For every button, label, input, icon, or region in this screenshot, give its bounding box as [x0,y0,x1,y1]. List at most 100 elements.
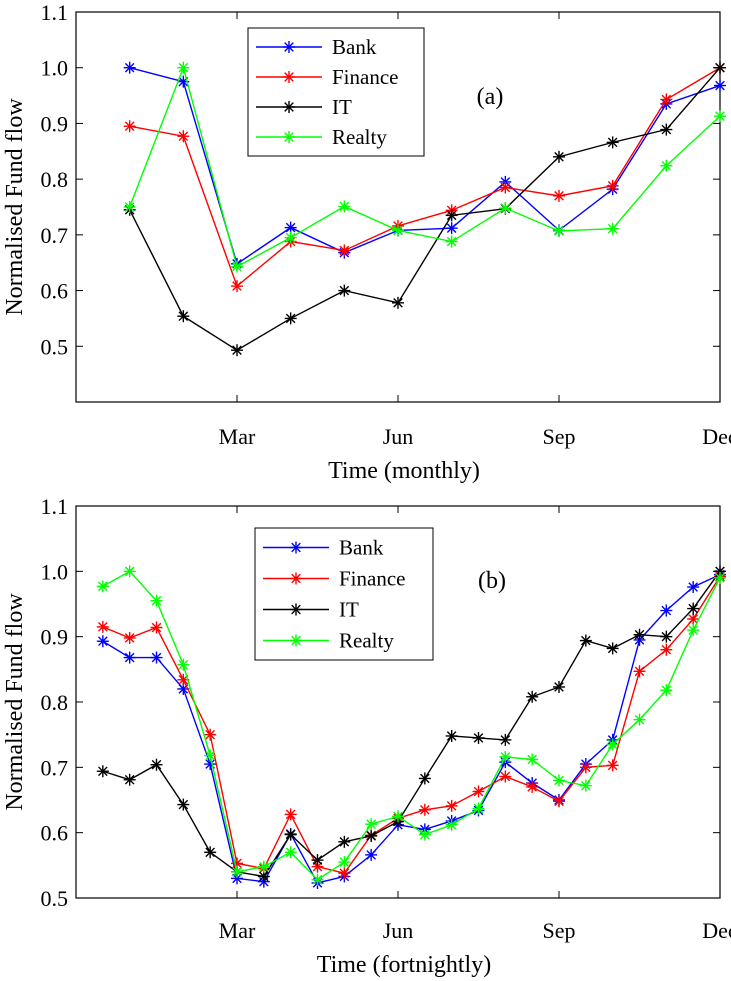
legend-marker-b-finance [290,572,302,585]
point-b-finance-2 [150,621,163,634]
point-b-it-21 [660,630,673,643]
y-axis-label-a: Normalised Fund flow [2,98,28,316]
point-a-finance-0 [123,120,136,133]
point-a-finance-4 [338,244,351,257]
point-b-it-1 [123,773,136,786]
x-tick-label-b-0: Mar [219,918,256,943]
point-b-it-19 [606,642,619,655]
point-b-finance-14 [472,785,485,798]
x-tick-label-a-2: Sep [543,424,576,449]
point-b-it-16 [526,690,539,703]
y-tick-label-a-4: 0.9 [41,111,69,136]
point-b-it-6 [257,870,270,883]
legend-label-a-it: IT [332,95,352,119]
point-b-it-0 [96,765,109,778]
point-b-finance-12 [418,803,431,816]
series-line-a-finance [129,67,721,288]
legend-box-b [254,527,434,661]
point-b-realty-2 [150,594,163,607]
point-b-realty-20 [633,713,646,726]
series-line-a-it [129,67,721,352]
x-tick-label-b-1: Jun [383,918,414,943]
point-a-it-10 [660,123,673,136]
panel-label-b: (b) [478,568,506,594]
y-tick-label-a-5: 1.0 [41,56,69,81]
point-a-it-8 [553,150,565,163]
point-b-it-10 [365,829,378,842]
point-a-realty-11 [714,110,726,123]
point-b-realty-12 [418,828,431,841]
point-a-it-1 [177,310,190,323]
point-b-finance-1 [123,631,136,644]
legend-label-b-it: IT [339,598,359,622]
point-b-it-17 [553,680,565,693]
point-a-it-4 [338,284,351,297]
point-b-finance-0 [96,620,109,633]
y-tick-label-a-0: 0.5 [41,334,69,359]
point-b-finance-19 [606,759,619,772]
point-b-realty-3 [177,658,190,671]
point-b-realty-13 [445,818,458,831]
point-b-realty-16 [526,753,539,766]
point-a-realty-0 [123,201,136,213]
panel-label-a: (a) [477,84,504,110]
y-tick-label-b-1: 0.6 [41,821,69,846]
series-line-b-it [102,570,721,878]
point-b-finance-18 [579,761,592,774]
point-a-bank-11 [714,79,726,92]
legend-label-a-realty: Realty [332,125,387,149]
point-b-finance-20 [633,665,646,678]
point-a-realty-9 [606,222,619,235]
point-b-it-20 [633,628,646,641]
point-b-finance-15 [499,770,512,783]
point-a-it-9 [606,136,619,149]
point-b-realty-8 [311,873,324,886]
point-b-realty-18 [579,779,592,792]
point-b-it-3 [177,798,190,811]
point-b-finance-21 [660,643,673,656]
point-b-it-13 [445,729,458,742]
point-a-realty-3 [284,231,297,244]
point-a-bank-0 [123,61,136,74]
legend-label-b-bank: Bank [339,536,384,560]
point-b-realty-11 [392,810,404,823]
point-a-realty-6 [445,235,458,248]
legend-label-b-finance: Finance [339,567,405,591]
legend-marker-b-it [290,603,302,616]
point-a-realty-8 [553,224,565,237]
y-tick-label-a-6: 1.1 [41,0,69,25]
x-tick-label-a-0: Mar [219,424,256,449]
y-tick-label-b-6: 1.1 [41,494,69,519]
point-b-realty-4 [204,749,217,762]
point-a-finance-10 [660,93,673,106]
point-b-bank-22 [687,581,700,594]
point-b-it-8 [311,854,324,867]
point-a-it-3 [284,312,297,325]
y-tick-label-b-0: 0.5 [41,886,69,911]
y-tick-label-b-5: 1.0 [41,559,69,584]
point-a-it-11 [714,61,726,74]
point-b-realty-7 [284,846,297,859]
y-tick-label-b-4: 0.9 [41,625,69,650]
point-a-realty-4 [338,200,351,213]
point-b-realty-9 [338,856,351,869]
point-b-realty-17 [553,774,565,787]
point-a-it-2 [231,344,243,357]
point-b-realty-22 [687,624,700,637]
point-b-realty-14 [472,802,485,815]
point-b-finance-9 [338,867,351,880]
point-b-realty-21 [660,684,673,697]
point-b-finance-16 [526,780,539,793]
legend-marker-a-realty [283,131,295,143]
point-b-bank-1 [123,651,136,664]
point-a-realty-5 [392,224,404,237]
point-b-finance-4 [204,728,217,741]
point-b-it-9 [338,835,351,848]
point-a-realty-1 [177,61,190,74]
legend-marker-b-bank [290,541,302,554]
series-line-a-realty [129,65,721,268]
point-b-realty-15 [499,750,512,763]
legend-marker-b-realty [290,634,302,647]
point-a-realty-10 [660,159,673,172]
